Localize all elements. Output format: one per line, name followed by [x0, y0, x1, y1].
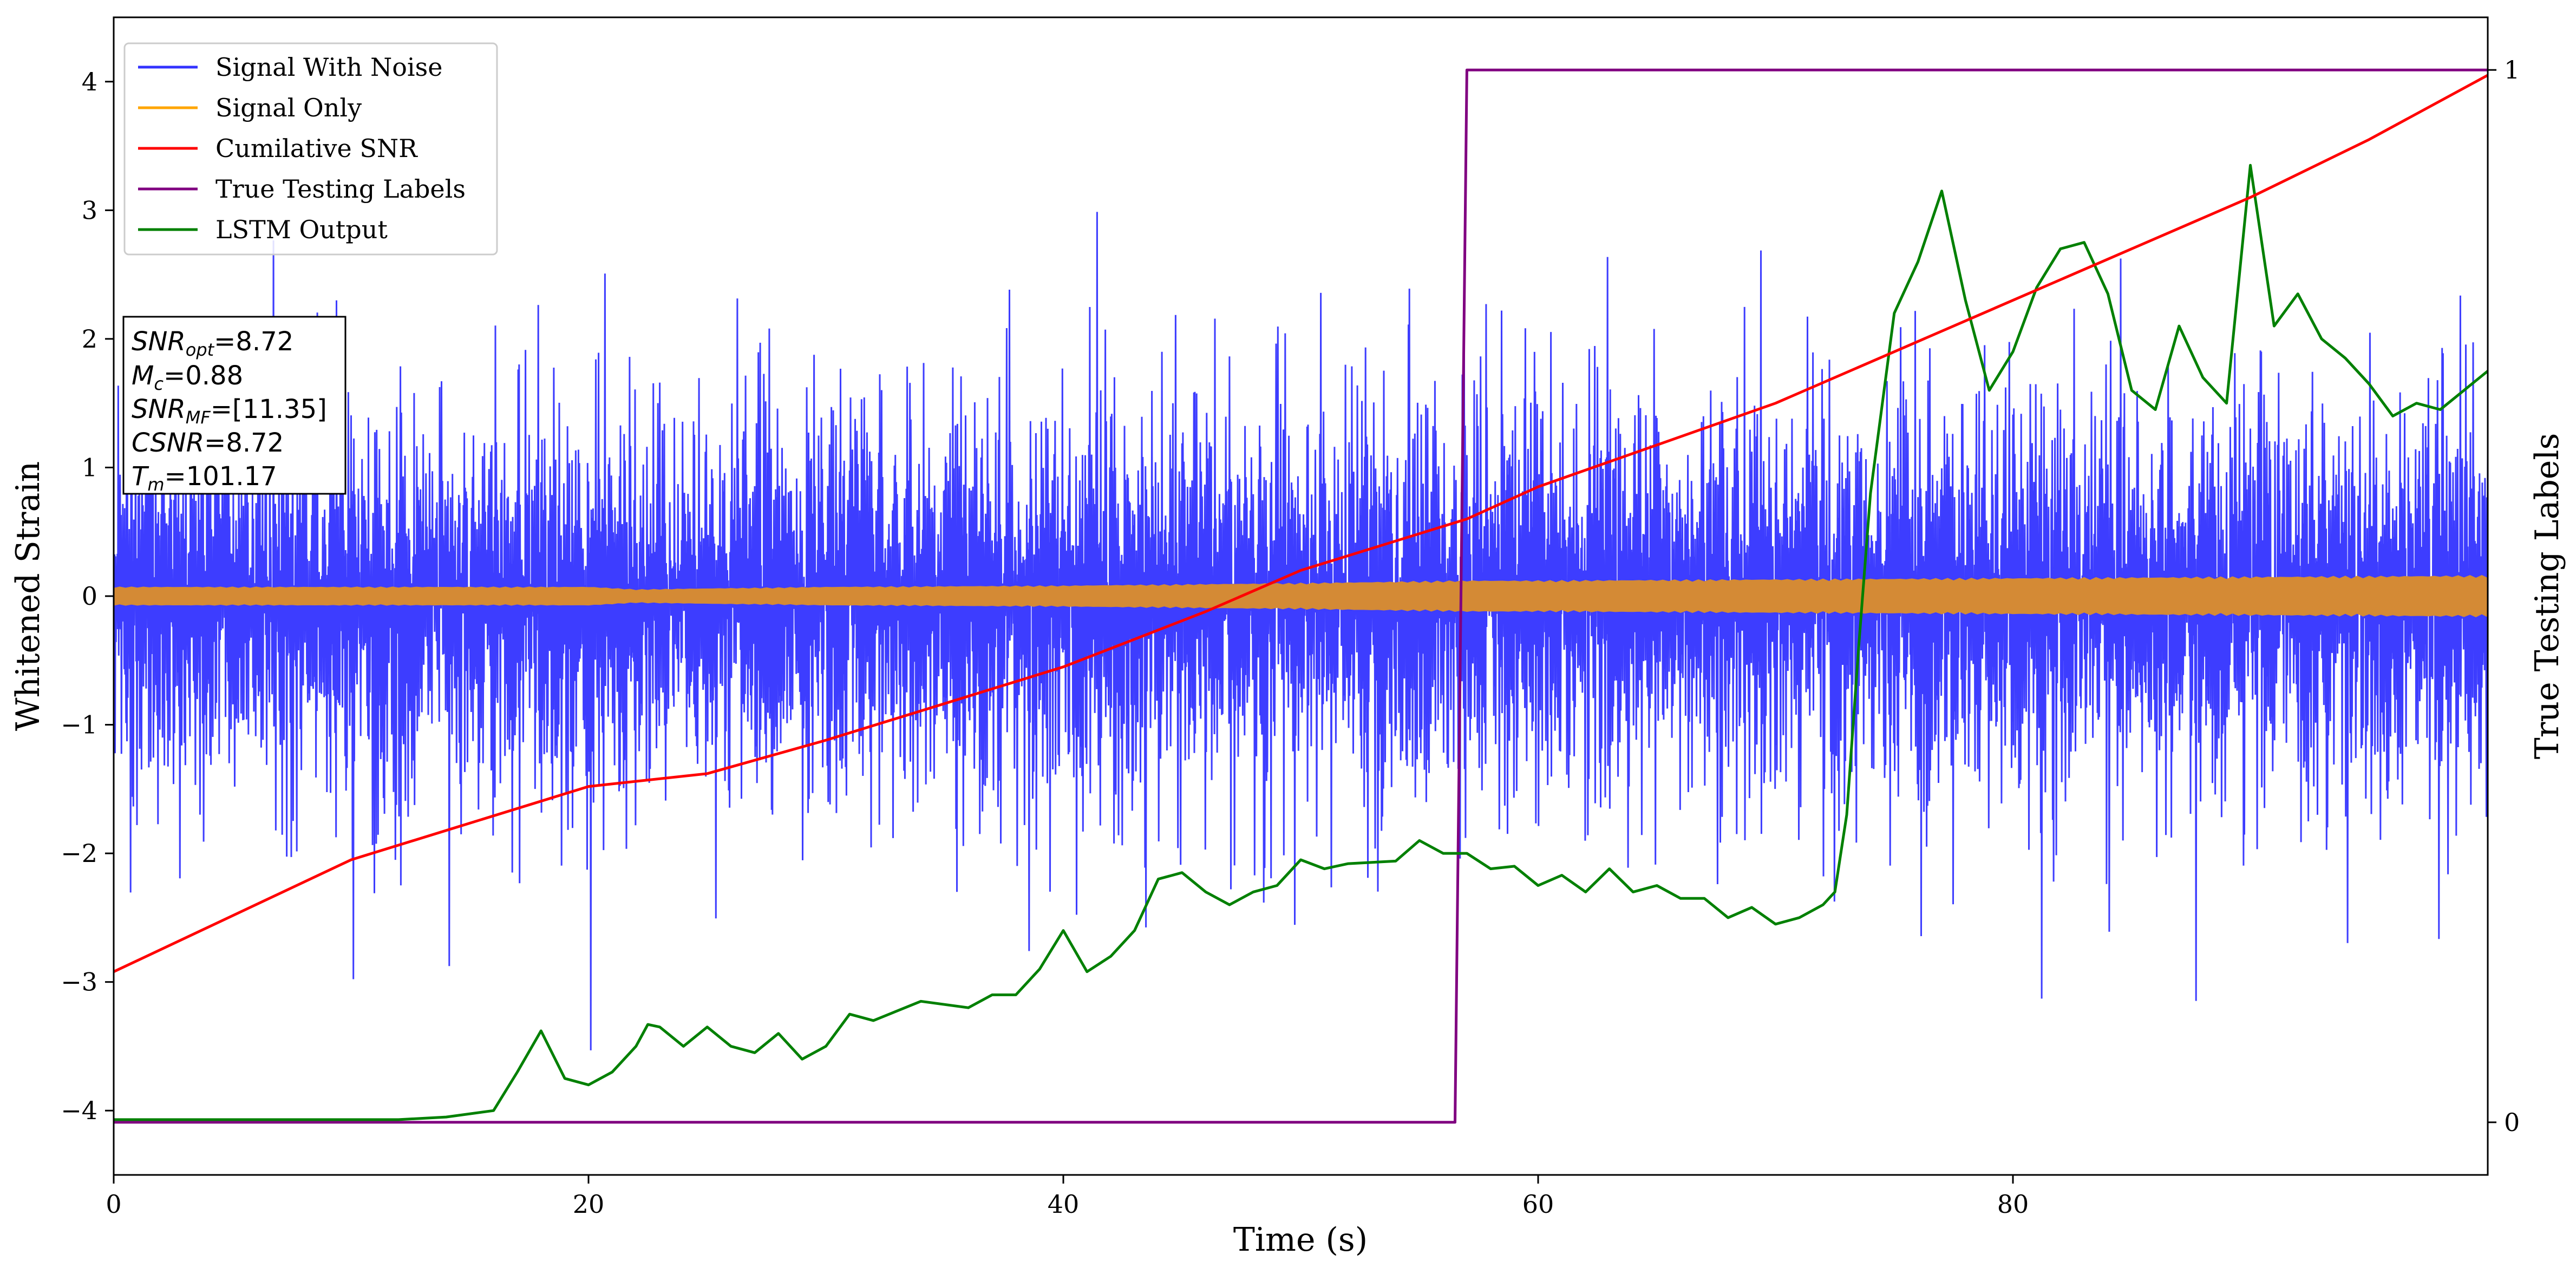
info-tm: Tm=101.17	[132, 461, 277, 495]
y-tick-label: 2	[82, 324, 97, 354]
legend: Signal With Noise Signal Only Cumilative S…	[123, 42, 498, 256]
x-tick-label: 60	[1522, 1190, 1554, 1219]
y2-tick-label: 1	[2504, 55, 2520, 84]
y-tick-label: −1	[61, 710, 97, 740]
x-axis: 0 20 40 60 80	[106, 1175, 2029, 1219]
legend-label: LSTM Output	[215, 215, 388, 244]
cumilative-snr-line	[114, 74, 2488, 973]
y-tick-label: 3	[82, 195, 97, 225]
x-tick-label: 20	[573, 1190, 605, 1219]
y-tick-label: −2	[61, 839, 97, 868]
plot-area	[114, 68, 2488, 1124]
series-true-testing-labels	[114, 68, 2488, 1124]
y2-tick-label: 0	[2504, 1108, 2520, 1137]
y-tick-label: −3	[61, 968, 97, 997]
x-axis-title: Time (s)	[1233, 1221, 1368, 1259]
legend-label: True Testing Labels	[215, 174, 466, 204]
x-tick-label: 0	[106, 1190, 121, 1219]
y-axis-right-title: True Testing Labels	[2528, 433, 2566, 760]
x-tick-label: 40	[1048, 1190, 1080, 1219]
series-signal-only	[114, 574, 2488, 618]
y-tick-label: 4	[82, 67, 97, 96]
series-cumilative-snr	[114, 74, 2488, 973]
signal-only-band	[114, 574, 2488, 618]
y-tick-label: −4	[61, 1096, 97, 1125]
y-axis-title: Whitened Strain	[9, 461, 47, 731]
info-snr-mf: SNRMF=[11.35]	[132, 394, 327, 428]
info-box-frame	[122, 316, 346, 495]
info-mc: Mc=0.88	[132, 361, 243, 394]
y-tick-label: 1	[82, 453, 97, 482]
legend-frame	[123, 42, 498, 256]
legend-label: Cumilative SNR	[215, 134, 418, 163]
true-testing-labels-line	[114, 68, 2488, 1124]
x-tick-label: 80	[1997, 1190, 2029, 1219]
legend-label: Signal With Noise	[215, 53, 442, 82]
info-box: SNRopt=8.72 Mc=0.88 SNRMF=[11.35] CSNR=8…	[122, 316, 346, 495]
series-lstm-output	[114, 164, 2488, 1121]
info-snr-opt: SNRopt=8.72	[132, 326, 293, 360]
y-axis-left: −4 −3 −2 −1 0 1 2 3 4	[61, 67, 114, 1125]
y-axis-right: 01	[2488, 55, 2520, 1137]
info-csnr: CSNR=8.72	[132, 428, 284, 458]
legend-label: Signal Only	[215, 93, 362, 122]
y-tick-label: 0	[82, 582, 97, 611]
lstm-output-line	[114, 164, 2488, 1121]
